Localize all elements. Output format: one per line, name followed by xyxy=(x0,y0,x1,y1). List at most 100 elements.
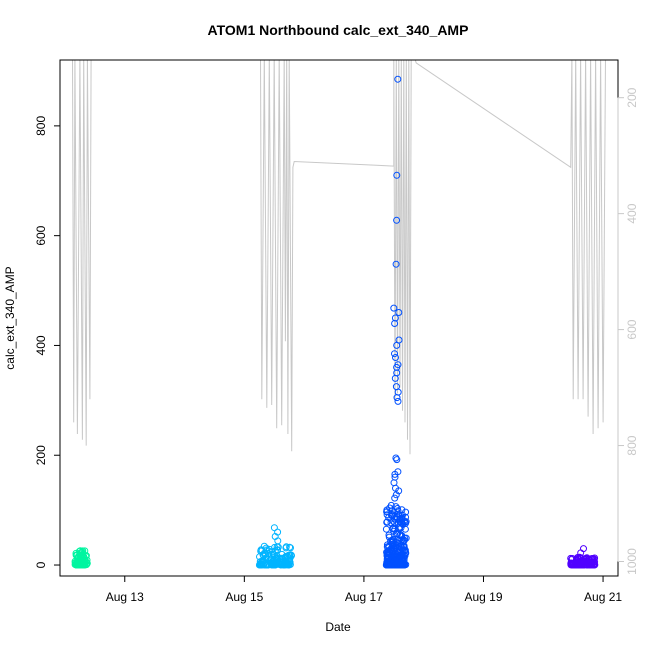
x-tick-label: Aug 21 xyxy=(584,590,622,604)
data-point xyxy=(282,561,290,569)
data-point xyxy=(384,552,392,560)
series-1 xyxy=(71,547,91,569)
x-tick-label: Aug 17 xyxy=(345,590,383,604)
data-point xyxy=(398,532,406,540)
data-point xyxy=(383,518,391,526)
data-point xyxy=(392,260,400,268)
secondary-tick-label: 600 xyxy=(625,319,639,339)
data-point xyxy=(394,561,402,569)
data-point xyxy=(391,374,399,382)
secondary-tick-label: 1000 xyxy=(625,548,639,575)
data-point xyxy=(391,320,399,327)
axes-layer: Aug 13 Aug 15 Aug 17 Aug 19 Aug 21 0 200 400 600… xyxy=(34,59,639,604)
data-point xyxy=(258,561,265,569)
data-point xyxy=(256,558,264,566)
data-point xyxy=(387,559,395,567)
data-point xyxy=(399,554,407,562)
data-point xyxy=(393,456,401,464)
x-axis-label: Date xyxy=(325,620,351,634)
data-point xyxy=(287,544,294,552)
data-point xyxy=(394,397,402,405)
y-tick-label: 0 xyxy=(34,561,48,568)
data-point xyxy=(278,550,286,558)
data-point xyxy=(398,506,406,514)
data-point xyxy=(568,561,576,569)
data-point xyxy=(74,561,82,569)
x-tick-label: Aug 15 xyxy=(225,590,263,604)
data-point xyxy=(392,561,400,569)
data-point xyxy=(382,525,390,533)
data-point xyxy=(390,545,398,553)
series-2 xyxy=(255,524,295,569)
data-point xyxy=(577,557,584,565)
data-point xyxy=(401,518,409,526)
data-point xyxy=(393,171,401,179)
x-tick-label: Aug 13 xyxy=(106,590,144,604)
data-point xyxy=(286,551,294,559)
data-point xyxy=(387,519,395,527)
data-point xyxy=(385,533,393,541)
y-tick-label: 200 xyxy=(34,445,48,465)
data-point xyxy=(571,561,579,569)
data-point xyxy=(401,525,409,533)
data-point xyxy=(395,309,403,316)
data-point xyxy=(586,560,593,568)
data-point xyxy=(262,544,270,552)
data-point xyxy=(399,543,407,551)
data-point xyxy=(269,550,277,558)
secondary-tick-label: 200 xyxy=(625,87,639,107)
data-point xyxy=(396,523,404,531)
data-point xyxy=(391,350,398,358)
data-point xyxy=(391,470,399,478)
data-point xyxy=(383,506,391,514)
data-point xyxy=(387,501,395,509)
data-point xyxy=(259,557,267,565)
data-point xyxy=(76,551,84,559)
data-point xyxy=(273,546,281,554)
data-point xyxy=(392,354,399,361)
data-point xyxy=(393,341,401,349)
series-4 xyxy=(567,545,599,569)
data-point xyxy=(399,511,406,519)
data-point xyxy=(393,394,401,402)
data-point xyxy=(83,561,90,569)
data-point xyxy=(286,543,294,551)
data-point xyxy=(394,75,402,83)
data-point xyxy=(392,538,400,546)
data-point xyxy=(390,527,398,535)
data-point xyxy=(568,555,576,562)
data-point xyxy=(76,547,84,555)
x-tick-label: Aug 19 xyxy=(464,590,502,604)
data-point xyxy=(393,216,401,224)
data-point xyxy=(78,549,86,557)
data-point xyxy=(256,553,263,561)
data-point xyxy=(81,556,88,564)
depth-trace-layer xyxy=(72,60,606,455)
data-point xyxy=(391,494,399,502)
data-point xyxy=(390,304,398,312)
data-point xyxy=(383,561,391,568)
data-point xyxy=(284,553,292,561)
data-point xyxy=(286,561,294,568)
y-tick-label: 800 xyxy=(34,116,48,136)
data-point xyxy=(269,561,277,569)
series-3 xyxy=(382,75,410,569)
secondary-tick-label: 800 xyxy=(625,435,639,455)
data-point xyxy=(577,549,585,557)
data-point xyxy=(393,515,401,523)
plot-frame xyxy=(59,59,619,577)
data-point xyxy=(568,556,575,564)
y-tick-label: 400 xyxy=(34,335,48,355)
data-point xyxy=(586,561,594,569)
data-point xyxy=(586,556,594,564)
chart-title: ATOM1 Northbound calc_ext_340_AMP xyxy=(208,22,469,38)
depth-trace-line xyxy=(72,60,606,455)
data-point xyxy=(580,545,587,553)
y-tick-label: 600 xyxy=(34,225,48,245)
data-point xyxy=(388,510,396,518)
secondary-tick-label: 400 xyxy=(625,203,639,223)
data-point xyxy=(394,388,402,396)
data-point xyxy=(273,543,281,551)
y-axis-label: calc_ext_340_AMP xyxy=(3,266,17,369)
